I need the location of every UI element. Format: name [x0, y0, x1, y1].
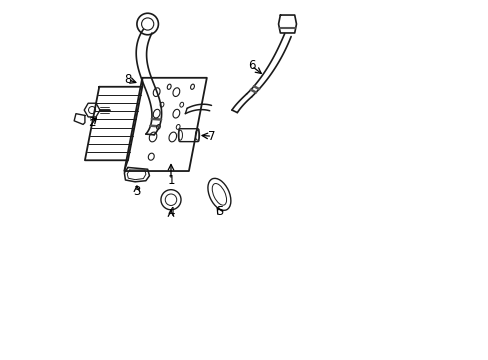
Text: 8: 8	[124, 73, 131, 86]
Text: 7: 7	[208, 130, 216, 143]
Text: 5: 5	[215, 205, 223, 218]
Text: 4: 4	[167, 207, 174, 220]
Text: 6: 6	[247, 59, 255, 72]
Text: 2: 2	[88, 116, 96, 129]
Text: 1: 1	[167, 174, 174, 186]
Text: 3: 3	[133, 185, 141, 198]
